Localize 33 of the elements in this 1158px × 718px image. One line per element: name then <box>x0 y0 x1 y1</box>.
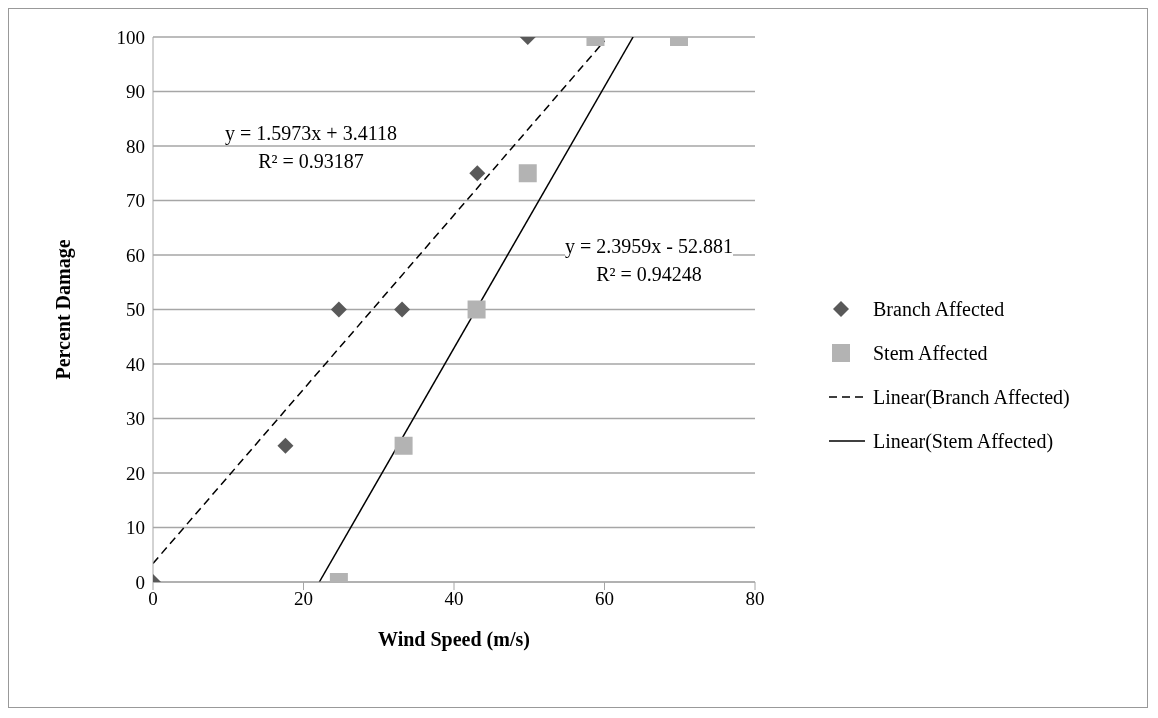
legend-label: Linear(Stem Affected) <box>873 429 1054 453</box>
y-tick-label: 60 <box>126 244 145 266</box>
x-tick-label: 40 <box>444 588 464 610</box>
y-tick-label: 40 <box>126 353 145 375</box>
annotation: y = 1.5973x + 3.4118 <box>225 121 397 145</box>
y-tick-label: 70 <box>126 190 145 212</box>
x-tick-label: 20 <box>294 588 313 610</box>
chart-frame: 0 20 40 60 80 Wind Speed (m/s) 0 10 20 30 40 50 60 70 80 90 100 Percent Damage y = 1.5973x + 3.4118 R² = 0.93187 y = 2.3959x - 52.881 R² = 0.94248 Branch Affected Stem Affected Linear(Branch Affected) Linear(Stem Affected) <box>8 8 1148 708</box>
y-axis-title: Percent Damage <box>52 239 76 380</box>
y-tick-label: 20 <box>126 462 145 484</box>
x-tick-label: 60 <box>595 588 614 610</box>
x-tick-label: 80 <box>745 588 765 610</box>
point <box>277 437 294 454</box>
annotation: y = 2.3959x - 52.881 <box>565 234 733 258</box>
y-tick-label: 100 <box>116 26 145 48</box>
y-tick-label: 0 <box>135 571 145 593</box>
point <box>469 165 486 182</box>
point <box>394 301 411 318</box>
annotation: R² = 0.94248 <box>596 262 702 286</box>
point <box>394 436 413 455</box>
y-tick-label: 80 <box>126 135 145 157</box>
y-tick-label: 10 <box>126 517 145 539</box>
legend-label: Stem Affected <box>873 341 988 365</box>
point <box>518 164 537 183</box>
x-axis-title: Wind Speed (m/s) <box>378 628 530 651</box>
y-tick-label: 30 <box>126 408 145 430</box>
y-tick-label: 90 <box>126 81 145 103</box>
point <box>467 300 486 319</box>
legend-label: Linear(Branch Affected) <box>873 385 1070 409</box>
legend-label: Branch Affected <box>873 297 1005 321</box>
annotation: R² = 0.93187 <box>258 149 364 173</box>
point <box>330 301 347 318</box>
y-tick-label: 50 <box>126 299 145 321</box>
